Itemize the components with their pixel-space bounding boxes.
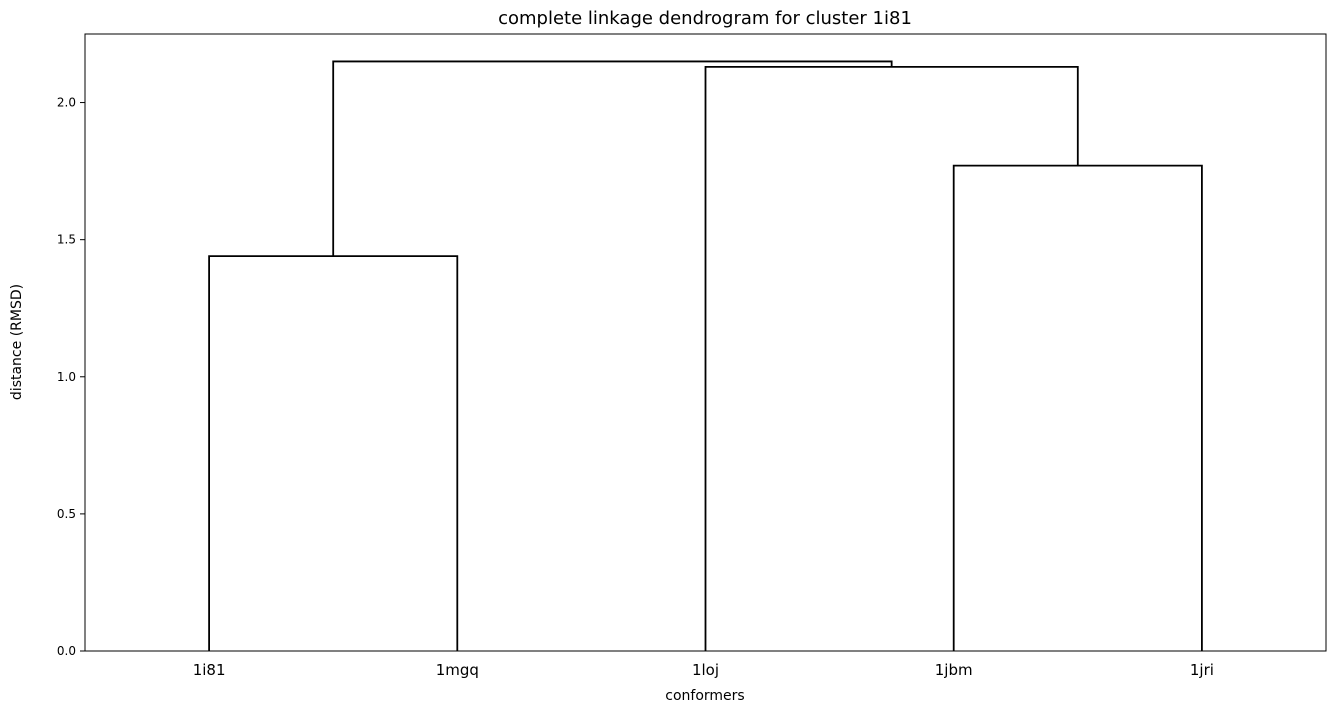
leaf-label-1jbm: 1jbm (935, 661, 973, 679)
y-tick-label: 2.0 (57, 96, 76, 110)
leaf-label-1jri: 1jri (1190, 661, 1214, 679)
y-tick-label: 0.5 (57, 507, 76, 521)
y-tick-label: 0.0 (57, 644, 76, 658)
leaf-label-1loj: 1loj (692, 661, 719, 679)
y-axis: 0.0 0.5 1.0 1.5 2.0 (57, 96, 85, 658)
y-axis-label: distance (RMSD) (9, 284, 25, 400)
x-axis: 1i81 1mgq 1loj 1jbm 1jri (193, 661, 1214, 679)
y-tick-label: 1.0 (57, 370, 76, 384)
link-3 (704, 66, 1079, 651)
x-axis-label: conformers (665, 688, 744, 704)
y-tick-label: 1.5 (57, 233, 76, 247)
link-1 (208, 255, 459, 651)
leaf-label-1mgq: 1mgq (436, 661, 479, 679)
chart-title: complete linkage dendrogram for cluster … (498, 8, 912, 29)
leaf-label-1i81: 1i81 (193, 661, 226, 679)
dendrogram-links (208, 60, 1203, 651)
link-2 (952, 164, 1203, 651)
link-4 (332, 60, 893, 257)
